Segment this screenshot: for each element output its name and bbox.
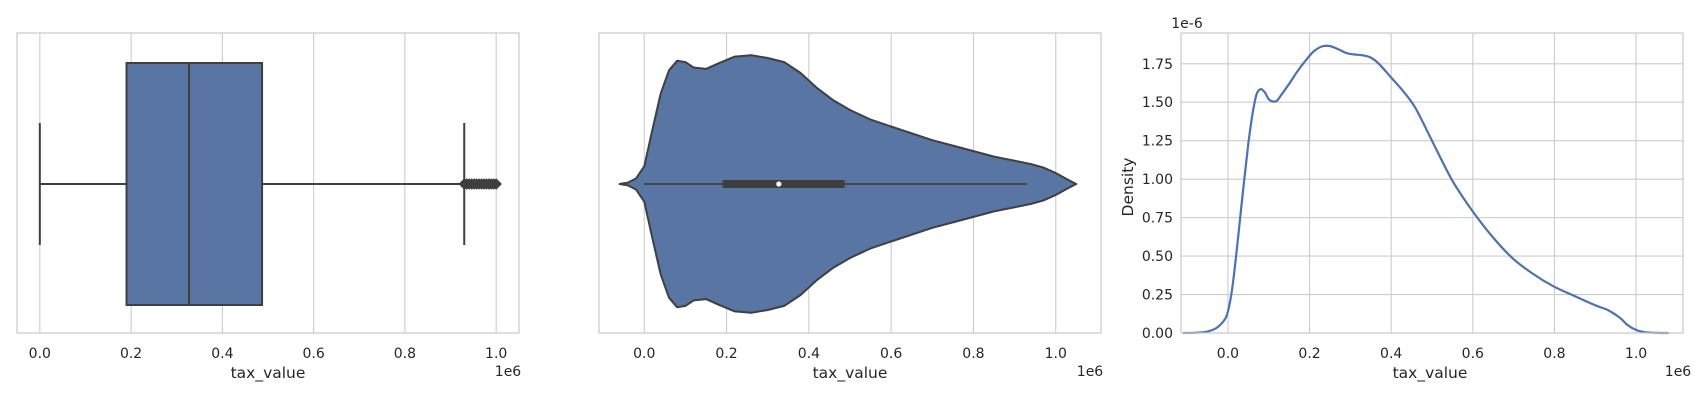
density-plot-y-tick-label: 1.75 [1142, 57, 1173, 73]
density-plot-marks [1182, 44, 1669, 335]
density-curve [1182, 44, 1669, 335]
box-plot-panel: 0.0 0.2 0.4 0.6 0.8 1.0 tax_value 1e6 [16, 32, 522, 383]
density-plot-x-tick-label: 0.0 [1217, 346, 1239, 362]
density-plot-y-tick-label: 0.75 [1142, 211, 1173, 227]
density-plot-y-tick-label: 1.25 [1142, 134, 1173, 150]
box-plot-x-tick-label: 0.0 [29, 346, 51, 362]
box-plot-x-tick-label: 0.4 [211, 346, 233, 362]
density-plot-y-ticks: 0.00 0.25 0.50 0.75 1.00 1.25 1.50 1.75 [1142, 57, 1173, 342]
violin-plot-panel: 0.0 0.2 0.4 0.6 0.8 1.0 tax_value 1e6 [598, 32, 1104, 383]
box-plot-x-tick-label: 0.6 [303, 346, 325, 362]
violin-plot-x-label: tax_value [813, 364, 888, 383]
density-plot-x-label: tax_value [1393, 364, 1468, 383]
violin-plot-frame [598, 32, 1102, 334]
box-plot-x-ticks: 0.0 0.2 0.4 0.6 0.8 1.0 [29, 346, 508, 362]
interquartile-box [125, 62, 264, 306]
density-plot-y-tick-label: 1.00 [1142, 172, 1173, 188]
density-plot-y-tick-label: 1.50 [1142, 95, 1173, 111]
violin-plot-x-tick-label: 0.0 [633, 346, 655, 362]
box-plot-x-label: tax_value [231, 364, 306, 383]
density-plot-x-tick-label: 0.4 [1380, 346, 1402, 362]
density-plot-y-tick-label: 0.00 [1142, 326, 1173, 342]
violin-quartile-box [722, 180, 845, 188]
density-plot-panel: 0.0 0.2 0.4 0.6 0.8 1.0 0.00 0.25 0.50 0.75 1.00 1… [1119, 16, 1691, 383]
box-plot-x-tick-label: 0.8 [394, 346, 416, 362]
violin-plot-x-tick-label: 0.6 [880, 346, 902, 362]
outlier-point [490, 178, 502, 190]
density-plot-y-multiplier: 1e-6 [1171, 16, 1203, 32]
box-plot-x-tick-label: 0.2 [120, 346, 142, 362]
density-plot-y-tick-label: 0.50 [1142, 249, 1173, 265]
violin-plot-x-tick-label: 1.0 [1045, 346, 1067, 362]
density-plot-x-multiplier: 1e6 [1665, 364, 1692, 380]
box-plot-x-multiplier: 1e6 [495, 364, 522, 380]
violin-plot-x-ticks: 0.0 0.2 0.4 0.6 0.8 1.0 [633, 346, 1067, 362]
violin-plot-x-multiplier: 1e6 [1077, 364, 1104, 380]
box-plot-frame [16, 32, 520, 334]
violin-median-point [776, 181, 782, 187]
density-plot-y-tick-label: 0.25 [1142, 288, 1173, 304]
density-plot-gridlines [1181, 33, 1683, 334]
density-plot-x-tick-label: 0.6 [1462, 346, 1484, 362]
violin-plot-x-tick-label: 0.8 [962, 346, 984, 362]
density-plot-x-tick-label: 1.0 [1625, 346, 1647, 362]
density-plot-y-label: Density [1119, 158, 1137, 217]
violin-plot-marks [618, 54, 1078, 314]
violin-plot-x-tick-label: 0.2 [715, 346, 737, 362]
density-plot-frame [1180, 32, 1684, 334]
box-plot-marks [38, 62, 502, 306]
violin-plot-x-tick-label: 0.4 [798, 346, 820, 362]
density-plot-x-tick-label: 0.2 [1298, 346, 1320, 362]
density-plot-x-ticks: 0.0 0.2 0.4 0.6 0.8 1.0 [1217, 346, 1647, 362]
density-plot-x-tick-label: 0.8 [1543, 346, 1565, 362]
box-plot-x-tick-label: 1.0 [485, 346, 507, 362]
